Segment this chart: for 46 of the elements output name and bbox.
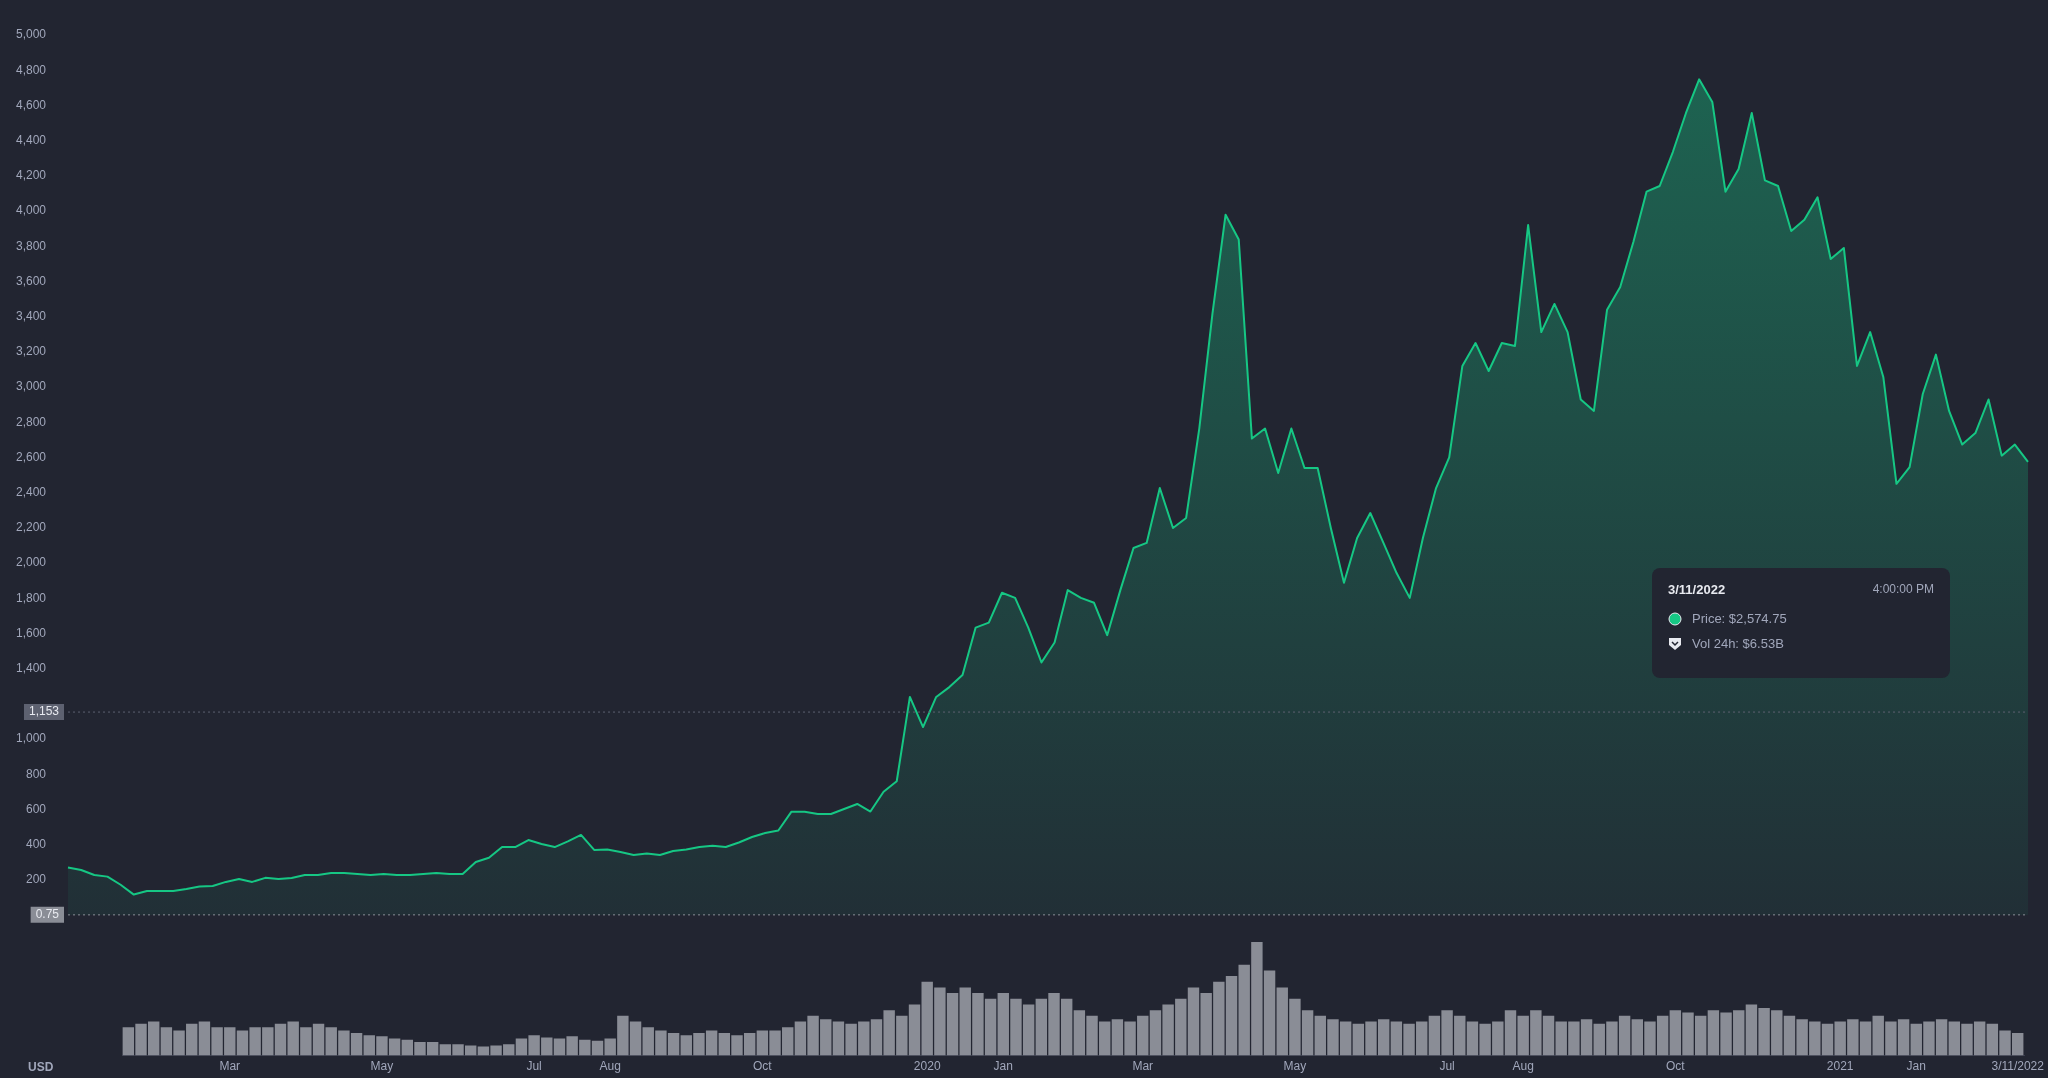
y-tick-label: 600 xyxy=(25,801,47,816)
y-tick-label: 3,800 xyxy=(15,238,47,253)
ref-line-label: 0.75 xyxy=(35,907,60,922)
x-tick-label: Oct xyxy=(1666,1059,1686,1074)
y-tick-label: 5,000 xyxy=(15,27,47,42)
y-tick-label: 2,000 xyxy=(15,555,47,570)
y-tick-label: 2,800 xyxy=(15,414,47,429)
y-tick-label: 3,200 xyxy=(15,344,47,359)
y-tick-label: 2,200 xyxy=(15,520,47,535)
x-tick-label: Aug xyxy=(599,1059,621,1074)
y-tick-label: 3,600 xyxy=(15,273,47,288)
y-tick-label: 1,400 xyxy=(15,660,47,675)
x-tick-label: May xyxy=(370,1059,394,1074)
y-tick-label: 3,000 xyxy=(15,379,47,394)
annotation: 3/11/2022 xyxy=(1668,582,1726,597)
annotation: Vol 24h: $6.53B xyxy=(1692,636,1784,651)
y-tick-label: 4,000 xyxy=(15,203,47,218)
x-tick-label: 2021 xyxy=(1826,1059,1854,1074)
y-tick-label: 1,800 xyxy=(15,590,47,605)
x-tick-label: Mar xyxy=(1132,1059,1154,1074)
y-tick-label: 4,400 xyxy=(15,132,47,147)
x-tick-label: 3/11/2022 xyxy=(1991,1059,2045,1074)
y-tick-label: 4,800 xyxy=(15,62,47,77)
y-tick-label: 3,400 xyxy=(15,308,47,323)
y-tick-label: 800 xyxy=(25,766,47,781)
ref-line-label: 1,153 xyxy=(28,704,60,719)
x-tick-label: 2020 xyxy=(913,1059,941,1074)
annotation: Price: $2,574.75 xyxy=(1692,611,1787,626)
y-tick-label: 4,200 xyxy=(15,168,47,183)
text: USD xyxy=(28,1060,54,1074)
x-tick-label: Jul xyxy=(1439,1059,1455,1074)
x-tick-label: May xyxy=(1283,1059,1307,1074)
x-tick-label: Oct xyxy=(753,1059,773,1074)
y-tick-label: 2,400 xyxy=(15,484,47,499)
annotation: 4:00:00 PM xyxy=(1872,582,1934,597)
x-tick-label: Jan xyxy=(1906,1059,1926,1074)
y-tick-label: 400 xyxy=(25,836,47,851)
x-tick-label: Aug xyxy=(1512,1059,1534,1074)
y-tick-label: 1,000 xyxy=(15,731,47,746)
y-tick-label: 1,600 xyxy=(15,625,47,640)
x-tick-label: Mar xyxy=(219,1059,241,1074)
x-tick-label: Jul xyxy=(526,1059,542,1074)
y-tick-label: 200 xyxy=(25,872,47,887)
x-tick-label: Jan xyxy=(993,1059,1013,1074)
y-tick-label: 2,600 xyxy=(15,449,47,464)
y-tick-label: 4,600 xyxy=(15,97,47,112)
